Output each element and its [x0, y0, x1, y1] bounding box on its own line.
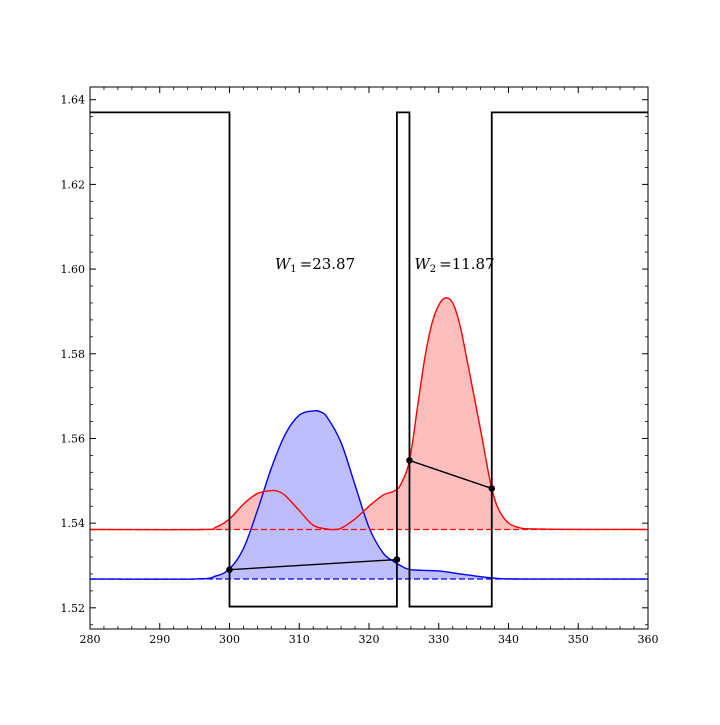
- x-tick-label: 340: [498, 633, 519, 646]
- annotation-subscript: 2: [430, 264, 436, 275]
- y-tick-label: 1.62: [61, 178, 86, 191]
- axis-ticks: 280 290 300 310 320 330 340 350 360 1.52 1.54 1.56 1…: [61, 87, 659, 646]
- y-tick-label: 1.54: [61, 517, 86, 530]
- width-annotation-2: W2 =11.87: [414, 255, 494, 275]
- mode-1-chord-point: [226, 566, 233, 574]
- width-annotation-1: W1 =23.87: [275, 255, 355, 275]
- mode-lines: [89, 297, 649, 580]
- x-tick-label: 350: [568, 633, 589, 646]
- y-tick-label: 1.58: [61, 348, 86, 361]
- annotation-subscript: 1: [290, 264, 296, 275]
- mode-2-chord: [409, 459, 492, 490]
- mode-2-chord-point: [488, 485, 496, 492]
- x-tick-label: 320: [359, 633, 380, 646]
- y-tick-label: 1.60: [61, 263, 86, 276]
- mode-chords: [226, 457, 496, 574]
- mode-1-fill: [90, 410, 648, 580]
- y-tick-label: 1.52: [61, 602, 86, 615]
- annotations: W1 =23.87 W2 =11.87: [275, 255, 495, 275]
- annotation-symbol: W: [275, 255, 292, 273]
- x-tick-label: 330: [428, 633, 449, 646]
- y-tick-label: 1.64: [61, 94, 86, 107]
- y-tick-label: 1.56: [61, 432, 86, 445]
- mode-1-chord: [229, 558, 397, 571]
- annotation-value: =23.87: [300, 255, 356, 273]
- mode-2-chord-point: [406, 457, 413, 464]
- x-tick-label: 300: [219, 633, 240, 646]
- mode-1-chord-point: [393, 556, 401, 563]
- mode-fills: [90, 297, 648, 580]
- index-profile: [90, 111, 648, 608]
- mode-2-fill: [90, 297, 648, 530]
- annotation-value: =11.87: [439, 255, 495, 273]
- index-profile-line: [90, 111, 648, 608]
- x-tick-label: 290: [149, 633, 170, 646]
- x-tick-label: 310: [289, 633, 310, 646]
- mode-1-curve: [89, 409, 649, 580]
- mode-2-curve: [89, 297, 649, 531]
- annotation-symbol: W: [414, 255, 431, 273]
- x-tick-label: 280: [80, 633, 101, 646]
- x-tick-label: 360: [638, 633, 659, 646]
